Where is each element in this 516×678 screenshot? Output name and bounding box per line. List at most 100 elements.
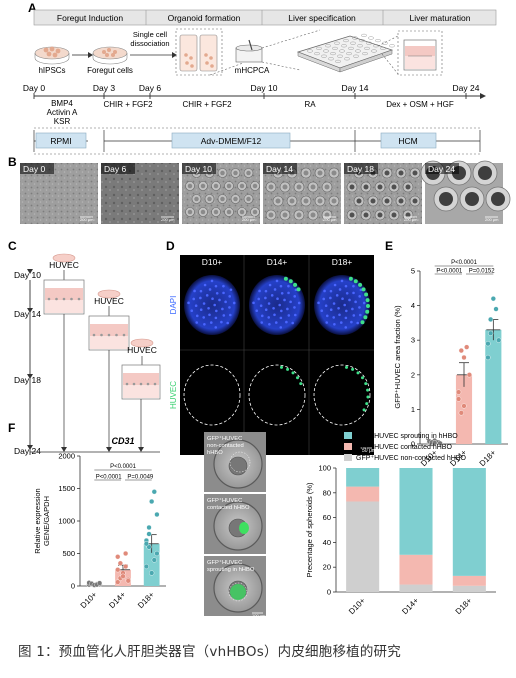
nucleus	[340, 279, 344, 283]
media-hcm: HCM	[398, 136, 417, 146]
nucleus	[339, 321, 343, 324]
panel-c-letter: C	[8, 239, 17, 253]
f-point	[151, 489, 157, 495]
h-bar-segment	[399, 468, 433, 555]
g-organoid	[228, 456, 248, 476]
nucleus	[344, 316, 348, 320]
nucleus	[207, 306, 210, 310]
nucleus	[323, 289, 326, 293]
spheroid-core	[226, 209, 232, 215]
nucleus	[187, 301, 190, 305]
nucleus	[202, 302, 206, 305]
huvec-drop-icon	[97, 289, 121, 299]
nucleus	[214, 316, 218, 320]
spheroid-core	[317, 198, 323, 204]
well-media	[123, 385, 159, 398]
b-tile-label-bg	[101, 163, 135, 174]
h-x-label: D14+	[400, 596, 420, 616]
f-y-tick-label: 1500	[58, 484, 75, 493]
nucleus	[228, 306, 231, 309]
plate-well	[344, 57, 350, 61]
nucleus	[226, 321, 229, 325]
gfp-spot	[295, 376, 299, 380]
media-adv: Adv-DMEM/F12	[201, 136, 262, 146]
nucleus	[257, 297, 261, 301]
gfp-spot	[366, 395, 370, 399]
nucleus	[325, 321, 329, 324]
e-point	[464, 344, 470, 350]
nucleus	[352, 314, 356, 317]
plate-well	[323, 49, 329, 53]
nucleus	[228, 295, 232, 298]
nucleus	[267, 316, 271, 319]
nucleus	[283, 298, 286, 302]
plate-well	[362, 52, 368, 56]
spheroid-core	[405, 184, 411, 190]
nucleus	[338, 288, 342, 291]
nucleus	[202, 316, 206, 319]
f-point	[96, 580, 103, 586]
panel-a-letter: A	[28, 1, 37, 15]
h-legend-label: GFP⁺HUVEC sprouting in hHBO	[356, 433, 458, 440]
h-legend-label: GFP⁺HUVEC contacted hHBO	[356, 444, 452, 451]
huvec-outline	[183, 364, 241, 426]
nucleus	[260, 314, 264, 318]
b-tile-label-bg	[182, 163, 216, 174]
spheroid-core	[412, 170, 418, 176]
gfp-spot	[358, 282, 363, 287]
gfp-spot	[296, 287, 301, 292]
plate-well	[361, 33, 367, 37]
nucleus	[210, 279, 214, 283]
b-tile-2: Day 10 200 μm	[182, 163, 260, 224]
f-point	[115, 567, 121, 573]
b-tile-4: Day 18 200 μm	[344, 163, 422, 224]
nucleus	[285, 320, 288, 324]
e-y-tick-label: 5	[411, 267, 415, 276]
nucleus	[287, 284, 290, 288]
panel-g-letter: G	[190, 421, 199, 435]
d-col-1	[248, 275, 306, 426]
stage-bar	[33, 9, 497, 26]
nucleus	[338, 313, 341, 317]
nucleus	[221, 307, 224, 311]
spheroid-core	[213, 183, 219, 189]
huvec-drop-icon	[52, 253, 76, 263]
nucleus	[194, 304, 198, 308]
spheroid-core	[268, 212, 274, 218]
plate-well	[359, 39, 365, 43]
organoid-dot	[139, 382, 143, 386]
d-row-dapi: DAPI	[169, 296, 178, 315]
e-point	[485, 341, 491, 347]
b-scale: 200 μm	[323, 217, 337, 222]
spheroid-core	[239, 183, 245, 189]
spheroid-core	[239, 209, 245, 215]
spheroid-core	[233, 170, 238, 176]
nucleus	[280, 291, 284, 295]
gfp-spot	[365, 309, 370, 314]
nucleus	[358, 295, 362, 298]
g-gfp	[239, 522, 249, 534]
nucleus	[335, 294, 339, 297]
day-label-0: Day 0	[23, 83, 45, 93]
plate-well	[339, 49, 345, 53]
e-y-tick-label: 2	[411, 370, 415, 379]
e-y-tick-label: 0	[411, 440, 415, 449]
foregut-dish-icon	[92, 46, 128, 65]
gfp-spot	[365, 402, 369, 406]
h-y-label: Precentage of spheroids (%)	[305, 482, 314, 578]
spheroid-core	[331, 198, 337, 204]
e-point	[456, 389, 462, 395]
nucleus	[258, 289, 261, 293]
spheroid-core	[226, 183, 232, 189]
e-bar	[485, 329, 502, 444]
g-label-line: GFP⁺HUVEC	[207, 559, 242, 566]
f-stat: P<0.0001	[110, 464, 137, 470]
b-scale: 200 μm	[161, 217, 175, 222]
nucleus	[279, 316, 283, 320]
organoid-dot	[153, 382, 157, 386]
g-outline	[228, 582, 248, 602]
spheroid-core	[200, 183, 206, 189]
gfp-spot	[345, 365, 349, 369]
